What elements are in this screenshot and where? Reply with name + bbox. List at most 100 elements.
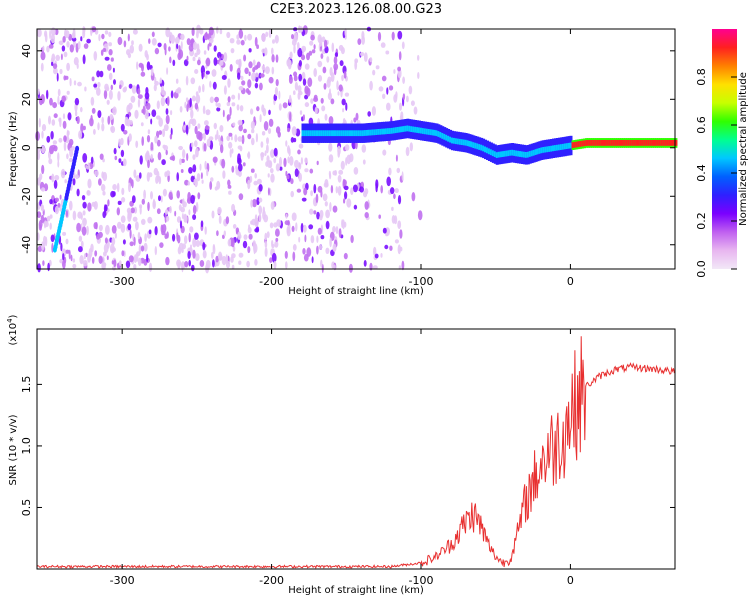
heatmap-cell [219,125,224,133]
heatmap-cell [313,183,317,194]
heatmap-cell [625,140,629,146]
heatmap-cell [263,121,269,131]
heatmap-cell [353,117,357,123]
heatmap-cell [112,106,117,116]
heatmap-cell [68,157,74,163]
heatmap-cell [104,237,108,244]
heatmap-cell [397,66,401,72]
heatmap-cell [120,223,126,233]
heatmap-cell [497,151,501,158]
heatmap-cell [495,152,499,158]
heatmap-cell [316,211,320,220]
heatmap-cell [180,158,185,163]
heatmap-cell [417,72,420,79]
heatmap-cell [242,162,246,167]
heatmap-cell [348,263,353,273]
heatmap-cell [159,77,162,84]
heatmap-cell [117,36,123,46]
heatmap-cell [51,173,55,183]
heatmap-cell [517,150,521,157]
heatmap-cell [295,222,298,232]
heatmap-cell [170,110,173,116]
heatmap-cell [641,140,645,146]
heatmap-cell [199,260,205,267]
heatmap-cell [53,145,58,152]
heatmap-cell [93,83,98,88]
y-tick-label: 1.5 [20,376,33,394]
heatmap-cell [152,199,156,210]
heatmap-cell [297,42,300,50]
heatmap-cell [515,150,519,157]
heatmap-cell [326,130,330,137]
heatmap-cell [110,57,114,62]
heatmap-cell [406,125,410,132]
heatmap-cell [338,228,342,238]
heatmap-cell [208,26,214,36]
snr-ticks: -300 -200 -100 0 0.5 1.0 1.5 [20,329,675,587]
heatmap-cell [269,222,274,229]
heatmap-cell [247,179,251,190]
heatmap-cell [273,260,277,269]
heatmap-cell [169,56,172,64]
heatmap-cell [336,130,340,137]
heatmap-cell [222,109,225,118]
heatmap-cell [598,140,602,146]
heatmap-cell [511,149,515,156]
heatmap-cell [194,232,199,240]
heatmap-cell [50,234,55,243]
heatmap-cell [243,128,247,134]
heatmap-cell [410,126,414,132]
heatmap-cell [78,246,83,253]
heatmap-cell [192,237,197,248]
heatmap-cell [361,130,365,137]
heatmap-cell [101,184,106,192]
heatmap-cell [103,204,107,214]
heatmap-cell [335,186,338,194]
heatmap-cell [172,233,176,242]
heatmap-cell [37,151,41,161]
heatmap-cell [37,177,41,186]
heatmap-cell [398,51,402,61]
heatmap-cell [108,31,112,38]
heatmap-cell [158,130,162,135]
heatmap-cell [289,156,294,166]
heatmap-cell [238,193,244,201]
heatmap-cell [364,188,369,195]
heatmap-cell [57,95,60,105]
heatmap-cell [474,142,478,149]
heatmap-cell [216,107,221,112]
colorbar-tick-label: 0.8 [695,68,708,86]
spectrogram-y-label: Frequency (Hz) [8,111,19,187]
heatmap-cell [104,56,110,61]
heatmap-cell [303,130,307,137]
heatmap-cell [148,262,153,272]
heatmap-cell [353,204,358,210]
heatmap-cell [363,52,368,62]
heatmap-cell [248,224,251,230]
heatmap-cell [182,198,185,208]
heatmap-cell [109,243,115,254]
heatmap-cell [111,237,116,246]
heatmap-cell [237,231,241,240]
heatmap-cell [357,38,362,45]
heatmap-cell [229,38,235,44]
heatmap-cell [322,66,327,74]
heatmap-cell [128,133,132,142]
heatmap-cell [337,145,341,156]
heatmap-cell [240,39,245,46]
heatmap-cell [317,227,322,235]
snr-x-label: Height of straight line (km) [288,585,424,596]
heatmap-cell [261,33,266,42]
heatmap-cell [194,140,198,148]
heatmap-cell [265,31,269,37]
heatmap-cell [301,45,307,53]
heatmap-cell [136,61,139,70]
heatmap-cell [214,186,218,191]
heatmap-cell [275,54,279,63]
heatmap-cell [87,178,92,189]
heatmap-cell [72,263,77,269]
spectrogram-heatmap [35,24,678,274]
heatmap-cell [333,264,336,270]
heatmap-cell [238,260,242,265]
heatmap-cell [66,153,69,160]
